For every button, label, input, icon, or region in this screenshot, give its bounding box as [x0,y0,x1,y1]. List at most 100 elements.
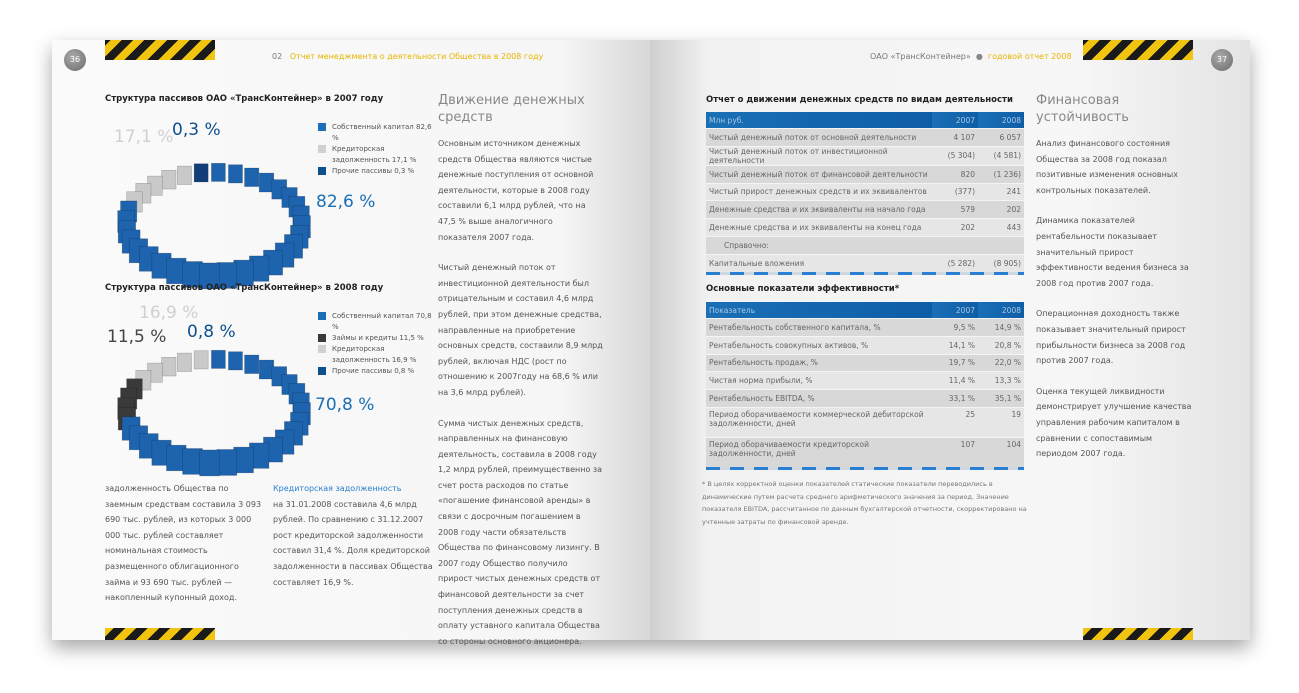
legend-item: Займы и кредиты 11,5 % [318,333,438,344]
table-cell: 107 [932,436,978,467]
page-number: 36 [64,49,86,71]
chart-label: 82,6 % [316,192,376,212]
table-cell: 22,0 % [978,353,1024,372]
table-cell: Чистый денежный поток от основной деятел… [706,128,932,147]
article: Финансовая устойчивость Анализ финансово… [1036,92,1196,477]
table-cell: Рентабельность совокупных активов, % [706,335,932,355]
table-cell: 9,5 % [932,318,978,337]
table-cell: Период оборачиваемости коммерческой деби… [706,406,932,438]
container-segment [211,349,226,369]
table-row: Чистый прирост денежных средств и их экв… [706,182,1024,201]
table-row: Рентабельность собственного капитала, % 9… [706,318,1024,337]
chart-label: 70,8 % [315,395,375,415]
table-cell: Рентабельность EBITDA, % [706,389,932,408]
table-cell: (5 304) [932,145,978,166]
container-segment [161,169,177,190]
table-cell: 579 [932,200,978,219]
container-segment [161,356,177,377]
chart-title-2008: Структура пассивов ОАО «ТрансКонтейнер» … [105,283,384,293]
container-segment [177,352,192,372]
paragraph: Операционная доходность также показывает… [1036,309,1186,366]
column-header: 2008 [978,112,1024,129]
paragraph: Чистый денежный поток от инвестиционной … [438,263,603,397]
container-segment [199,262,220,290]
section-title: Отчет менеджмента о деятельности Обществ… [289,52,544,61]
table-cell: 11,4 % [932,371,978,390]
legend-2008: Собственный капитал 70,8 % Займы и креди… [318,311,438,377]
brochure-spread: 36 02 Отчет менеджмента о деятельности О… [52,40,1250,646]
container-segment [228,351,243,371]
table-row: Денежные средства и их эквиваленты на на… [706,200,1024,219]
container-segment [199,449,220,477]
container-ring-chart-2008 [117,349,311,477]
table-cell: Чистый денежный поток от инвестиционной … [706,145,932,166]
table-row: Чистая норма прибыли, % 11,4 % 13,3 % [706,371,1024,390]
column-header: 2007 [932,302,978,319]
paragraph: Основным источником денежных средств Общ… [438,139,594,242]
chart-label: 0,8 % [187,322,236,342]
column-header: 2007 [932,112,978,129]
legend-item: Собственный капитал 82,6 % [318,122,438,144]
table-cell: 443 [978,218,1024,237]
table-cell: Рентабельность продаж, % [706,353,932,372]
table-cell: (8 905) [978,253,1024,272]
table-cell: 6 057 [978,128,1024,147]
running-header: ОАО «ТрансКонтейнер» ● годовой отчет 200… [870,52,1072,61]
table-row: Справочно: [706,235,1024,255]
table-cell: (4 581) [978,145,1024,166]
chart-label: 17,1 % [114,127,174,147]
article-heading: Финансовая устойчивость [1036,93,1129,125]
container-segment [244,354,260,374]
table-row: Денежные средства и их эквиваленты на ко… [706,218,1024,237]
company-name: ОАО «ТрансКонтейнер» [870,52,971,61]
chart-title-2007: Структура пассивов ОАО «ТрансКонтейнер» … [105,94,384,104]
table-cell: 14,9 % [978,318,1024,337]
chart-label: 0,3 % [172,120,221,140]
table-cell: Чистая норма прибыли, % [706,371,932,390]
table-row: Капитальные вложения (5 282) (8 905) [706,253,1024,272]
table-cell: 25 [932,406,978,438]
table-cell: (5 282) [932,253,978,272]
legend-item: Прочие пассивы 0,8 % [318,366,438,377]
cashflow-table: Млн руб. 2007 2008 Чистый денежный поток от… [706,112,1024,275]
paragraph: Сумма чистых денежных средств, направлен… [438,418,603,646]
table-cell: 19,7 % [932,353,978,372]
table-cell: Денежные средства и их эквиваленты на на… [706,200,932,219]
table-cell: Капитальные вложения [706,253,932,272]
table-cell: Рентабельность собственного капитала, % [706,318,932,337]
legend-item: Собственный капитал 70,8 % [318,311,438,333]
container-ring-chart-2007 [117,162,311,290]
column-header: 2008 [978,302,1024,319]
table-cell: 202 [932,218,978,237]
table-cell [978,235,1024,255]
table-row: Рентабельность продаж, % 19,7 % 22,0 % [706,353,1024,372]
section-number: 02 [272,52,283,61]
hazard-stripe [105,40,215,60]
table-row: Период оборачиваемости кредиторской задо… [706,436,1024,467]
legend-item: Кредиторская задолженность 16,9 % [318,344,438,366]
table-cell: 202 [978,200,1024,219]
column-header: Млн руб. [706,112,932,129]
column-header: Показатель [706,302,932,319]
table-cell: 19 [978,406,1024,438]
table-cell: Чистый денежный поток от финансовой деят… [706,164,932,184]
right-page: 37 ОАО «ТрансКонтейнер» ● годовой отчет … [650,40,1250,640]
efficiency-table: Показатель 2007 2008 Рентабельность собстве… [706,302,1024,470]
table-cell: 241 [978,182,1024,201]
table-row: Рентабельность совокупных активов, % 14,1… [706,335,1024,355]
table-cell: 4 107 [932,128,978,147]
table-row: Рентабельность EBITDA, % 33,1 % 35,1 % [706,389,1024,408]
body-text-column: Кредиторская задолженность на 31.01.2008… [273,481,433,590]
table-header: Показатель 2007 2008 [706,302,1024,319]
table-cell: (377) [932,182,978,201]
container-segment [193,163,209,183]
table-cell [932,235,978,255]
table-header: Млн руб. 2007 2008 [706,112,1024,129]
table-cell: Чистый прирост денежных средств и их экв… [706,182,932,201]
paragraph: Оценка текущей ликвидности демонстрирует… [1036,386,1192,459]
table-row: Период оборачиваемости коммерческой деби… [706,406,1024,438]
hazard-stripe [105,628,215,640]
left-page: 36 02 Отчет менеджмента о деятельности О… [52,40,650,646]
table-cell: 35,1 % [978,389,1024,408]
table-cell: 14,1 % [932,335,978,355]
